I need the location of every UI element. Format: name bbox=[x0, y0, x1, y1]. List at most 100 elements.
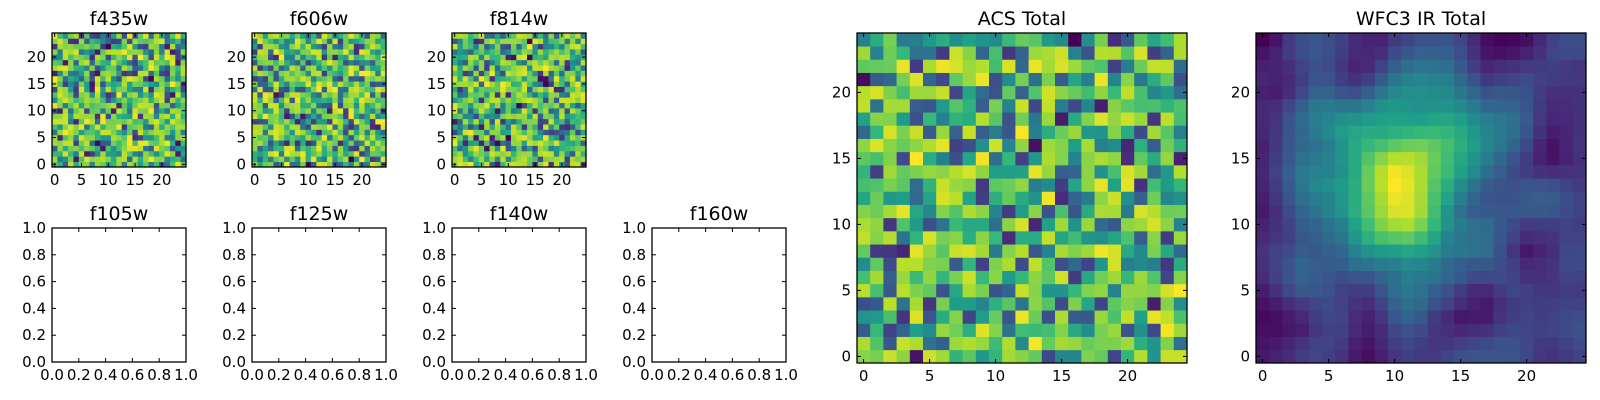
heatmap-cell bbox=[580, 75, 587, 82]
heatmap-cell bbox=[949, 72, 963, 87]
heatmap-cell bbox=[175, 140, 181, 146]
heatmap-cell bbox=[548, 129, 555, 136]
heatmap-cell bbox=[1134, 310, 1148, 324]
heatmap-cell bbox=[1427, 125, 1442, 139]
heatmap-cell bbox=[1308, 59, 1323, 73]
heatmap-cell bbox=[548, 145, 555, 152]
heatmap-cell bbox=[896, 336, 911, 351]
heatmap-cell bbox=[1147, 297, 1161, 311]
heatmap-cell bbox=[121, 75, 128, 82]
heatmap-cell bbox=[1493, 217, 1508, 232]
heatmap-cell bbox=[89, 59, 96, 66]
heatmap-cell bbox=[564, 129, 571, 136]
heatmap-cell bbox=[580, 113, 587, 120]
heatmap-cell bbox=[962, 217, 977, 232]
heatmap-cell bbox=[94, 97, 101, 104]
heatmap-cell bbox=[936, 244, 950, 258]
heatmap-cell bbox=[870, 72, 884, 87]
heatmap-cell bbox=[169, 70, 176, 77]
heatmap-cell bbox=[989, 310, 1003, 324]
heatmap-cell bbox=[1374, 85, 1389, 100]
heatmap-cell bbox=[516, 118, 523, 125]
heatmap-cell bbox=[1041, 283, 1056, 298]
heatmap-cell bbox=[1520, 191, 1534, 205]
heatmap-cell bbox=[321, 70, 328, 77]
heatmap-cell bbox=[1335, 349, 1349, 364]
heatmap-cell bbox=[89, 161, 96, 168]
heatmap-cell bbox=[1559, 336, 1574, 351]
heatmap-cell bbox=[989, 112, 1003, 126]
heatmap-cell bbox=[348, 118, 355, 125]
heatmap-cell bbox=[1028, 283, 1043, 298]
heatmap-cell bbox=[369, 102, 376, 109]
heatmap-cell bbox=[564, 124, 571, 130]
heatmap-cell bbox=[553, 43, 560, 50]
heatmap-cell bbox=[1068, 336, 1082, 351]
heatmap-cell bbox=[110, 156, 117, 162]
heatmap-cell bbox=[1361, 349, 1376, 364]
heatmap-cell bbox=[569, 113, 576, 120]
heatmap-cell bbox=[153, 134, 160, 141]
heatmap-cell bbox=[1002, 59, 1016, 73]
heatmap-cell bbox=[332, 118, 339, 125]
heatmap-cell bbox=[289, 145, 296, 152]
heatmap-cell bbox=[505, 134, 512, 141]
heatmap-cell bbox=[68, 124, 74, 130]
heatmap-cell bbox=[896, 204, 911, 219]
heatmap-cell bbox=[353, 102, 360, 109]
heatmap-cell bbox=[262, 49, 269, 55]
heatmap-cell bbox=[1361, 165, 1376, 179]
heatmap-cell bbox=[1348, 138, 1362, 153]
heatmap-cell bbox=[1121, 191, 1135, 205]
heatmap-cell bbox=[516, 124, 523, 130]
heatmap-cell bbox=[148, 75, 155, 82]
heatmap-cell bbox=[159, 156, 165, 162]
heatmap-cell bbox=[1094, 310, 1109, 324]
y-tick-label: 10 bbox=[227, 102, 246, 120]
heatmap-cell bbox=[478, 43, 485, 50]
heatmap-cell bbox=[164, 140, 171, 146]
y-tick-label: 10 bbox=[1231, 215, 1250, 233]
heatmap-cell bbox=[1361, 257, 1376, 271]
heatmap-cell bbox=[1374, 72, 1389, 87]
heatmap-cell bbox=[332, 134, 339, 141]
heatmap-cell bbox=[1401, 283, 1415, 298]
heatmap-cell bbox=[94, 108, 101, 114]
heatmap-cell bbox=[1493, 165, 1508, 179]
heatmap-cell bbox=[1454, 178, 1468, 192]
heatmap-cell bbox=[143, 81, 149, 87]
heatmap-cell bbox=[521, 129, 528, 136]
heatmap-cell bbox=[137, 161, 144, 168]
heatmap-cell bbox=[1388, 178, 1402, 192]
heatmap-cell bbox=[1256, 112, 1270, 126]
heatmap-cell bbox=[68, 118, 74, 125]
heatmap-cell bbox=[559, 118, 565, 125]
heatmap-cell bbox=[310, 140, 317, 146]
heatmap-cell bbox=[175, 150, 181, 157]
heatmap-cell bbox=[1160, 165, 1175, 179]
y-tick-label: 1.0 bbox=[222, 219, 246, 237]
heatmap-cell bbox=[1533, 297, 1547, 311]
heatmap-cell bbox=[532, 156, 539, 162]
heatmap-cell bbox=[564, 49, 571, 55]
heatmap-cell bbox=[327, 81, 333, 87]
heatmap-cell bbox=[84, 81, 90, 87]
heatmap-cell bbox=[116, 134, 123, 141]
heatmap-cell bbox=[284, 59, 290, 66]
heatmap-cell bbox=[1256, 72, 1270, 87]
heatmap-cell bbox=[1094, 257, 1109, 271]
heatmap-cell bbox=[532, 102, 539, 109]
heatmap-cell bbox=[1028, 310, 1043, 324]
heatmap-cell bbox=[148, 124, 155, 130]
heatmap-cell bbox=[1335, 178, 1349, 192]
heatmap-cell bbox=[1520, 257, 1534, 271]
heatmap-cell bbox=[500, 65, 506, 71]
heatmap-cell bbox=[262, 65, 269, 71]
heatmap-cell bbox=[153, 161, 160, 168]
heatmap-cell bbox=[510, 124, 517, 130]
heatmap-cell bbox=[484, 140, 490, 146]
heatmap-cell bbox=[380, 156, 387, 162]
heatmap-cell bbox=[510, 108, 517, 114]
heatmap-cell bbox=[300, 102, 306, 109]
